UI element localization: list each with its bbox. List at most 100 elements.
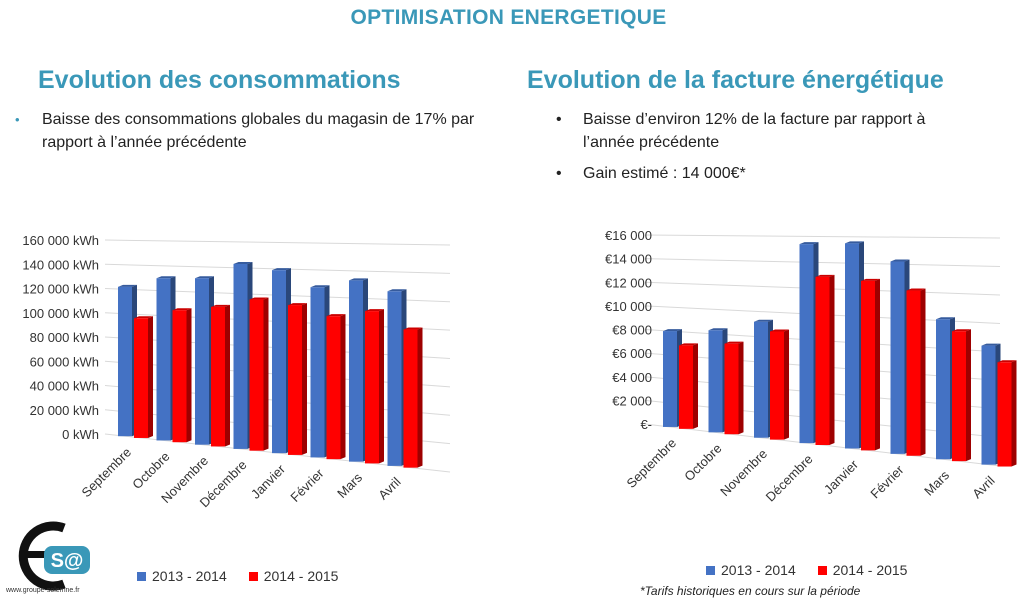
bar [663, 331, 677, 427]
page-title: OPTIMISATION ENERGETIQUE [350, 6, 667, 29]
bar-top [349, 278, 368, 281]
y-tick-label: 20 000 kWh [30, 403, 99, 418]
bar-top [118, 284, 137, 287]
x-tick-label: Décembre [763, 451, 816, 504]
bar [770, 331, 784, 440]
x-tick-label: Mars [921, 467, 952, 498]
bar [211, 306, 225, 447]
bar [249, 299, 264, 451]
logo-arc [18, 521, 66, 591]
logo-url: www.groupe-solemne.fr [6, 587, 80, 594]
y-tick-label: €- [640, 417, 652, 432]
y-tick-label: 100 000 kWh [22, 306, 99, 321]
y-tick-label: 0 kWh [62, 427, 99, 442]
bar-top [172, 308, 192, 311]
x-tick-label: Février [867, 462, 907, 502]
bar-top [754, 319, 773, 322]
consumption-section-title: Evolution des consommations [38, 66, 401, 94]
invoice-bullets: Baisse d’environ 12% de la facture par r… [553, 108, 973, 193]
bar [845, 243, 859, 449]
invoice-chart: €- €2 000 €4 000 €6 000 €8 000 €10 000 €12 000… [605, 228, 1017, 504]
consumption-bullets: Baisse des consommations globales du mag… [12, 108, 482, 162]
legend-item: 2014 - 2015 [248, 568, 338, 584]
bar-side [263, 297, 269, 451]
bar-side [920, 288, 926, 456]
bar [952, 331, 966, 462]
bar [349, 280, 363, 462]
invoice-chart-legend: 2013 - 2014 2014 - 2015 [706, 562, 929, 578]
y-tick-label: €6 000 [612, 346, 652, 361]
bar-top [387, 289, 407, 292]
y-tick-label: 60 000 kWh [30, 354, 99, 369]
bar-top [272, 268, 291, 271]
x-tick-label: Janvier [821, 456, 862, 497]
legend-swatch-red [817, 565, 827, 575]
bar [936, 319, 950, 460]
bar-side [340, 314, 346, 460]
bar-top [211, 304, 230, 307]
y-tick-label: 160 000 kWh [22, 233, 99, 248]
bar-side [738, 341, 744, 435]
x-tick-label: Novembre [717, 446, 770, 499]
legend-label: 2013 - 2014 [721, 562, 796, 578]
gridline [644, 258, 1001, 267]
y-tick-label: €16 000 [605, 228, 652, 243]
consumption-chart: 0 kWh 20 000 kWh 40 000 kWh 60 000 kWh 80 00… [22, 233, 451, 510]
bar-top [403, 327, 423, 330]
y-tick-label: €12 000 [605, 275, 652, 290]
bar [172, 310, 187, 443]
y-tick-label: €10 000 [605, 299, 652, 314]
bar-side [302, 303, 307, 455]
bar-top [952, 329, 971, 332]
company-logo: S@ [18, 521, 90, 591]
x-tick-label: Octobre [681, 441, 724, 484]
y-tick-label: 120 000 kWh [22, 282, 99, 297]
bar [233, 263, 248, 449]
logo-text: S@ [51, 550, 84, 572]
gridline [104, 239, 451, 246]
x-tick-label: Septembre [624, 435, 680, 491]
bar-top [997, 360, 1017, 363]
bar [134, 318, 148, 438]
y-tick-label: €2 000 [612, 393, 652, 408]
consumption-chart-legend: 2013 - 2014 2014 - 2015 [137, 568, 360, 584]
bar-side [875, 278, 880, 451]
bar-top [906, 288, 926, 291]
bar-side [693, 343, 698, 429]
bar-top [134, 316, 153, 319]
legend-item: 2014 - 2015 [817, 562, 907, 578]
bar-top [233, 261, 253, 264]
bar [195, 278, 209, 445]
x-tick-label: Avril [969, 473, 997, 501]
y-tick-label: 80 000 kWh [30, 330, 99, 345]
x-tick-label: Mars [334, 470, 365, 501]
y-tick-label: 140 000 kWh [22, 257, 99, 272]
x-tick-label: Septembre [79, 444, 135, 500]
y-tick-label: €4 000 [612, 370, 652, 385]
bar-side [379, 309, 384, 464]
legend-item: 2013 - 2014 [137, 568, 227, 584]
bar-top [156, 276, 176, 279]
bar [861, 280, 875, 451]
bar-side [186, 308, 192, 443]
bar-top [708, 328, 728, 331]
legend-item: 2013 - 2014 [706, 562, 796, 578]
bar [708, 330, 723, 433]
bar-side [225, 304, 230, 447]
x-tick-label: Octobre [129, 449, 172, 492]
bar [799, 244, 814, 444]
bar [365, 311, 379, 464]
bar [679, 345, 693, 429]
gridline [644, 234, 1001, 239]
bar [981, 345, 996, 465]
bar [997, 362, 1012, 467]
bar [724, 343, 739, 435]
legend-swatch-red [248, 571, 258, 581]
x-tick-label: Février [287, 465, 327, 505]
bar [156, 278, 171, 441]
bar-top [981, 343, 1001, 346]
y-tick-label: €8 000 [612, 323, 652, 338]
x-tick-label: Janvier [248, 461, 289, 502]
bar-side [784, 329, 789, 440]
